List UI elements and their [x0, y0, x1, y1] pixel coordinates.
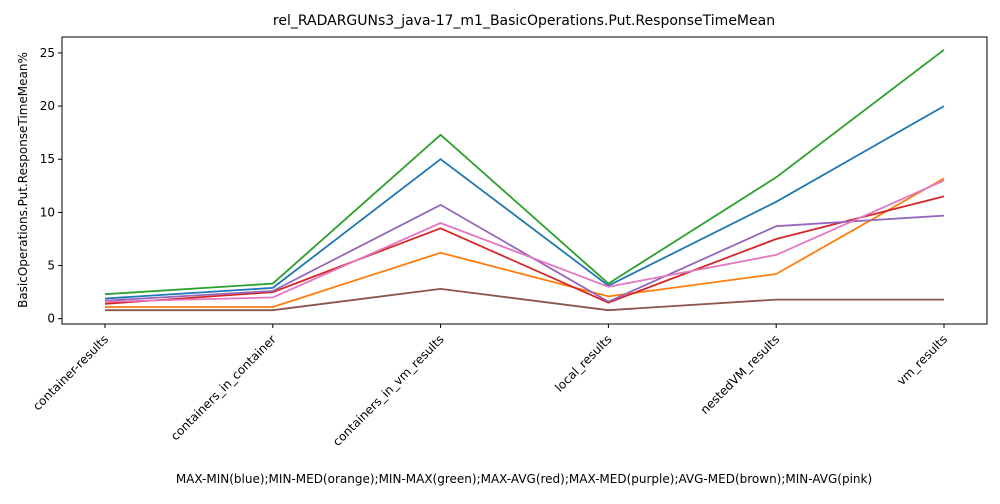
y-tick-label: 5	[47, 259, 55, 273]
x-tick-label: container-results	[30, 332, 111, 413]
x-tick-label: nestedVM_results	[698, 332, 783, 417]
y-axis-label: BasicOperations.Put.ResponseTimeMean%	[16, 52, 30, 308]
y-tick-label: 25	[40, 46, 55, 60]
plot-frame	[61, 36, 988, 325]
x-tick-label: containers_in_container	[168, 332, 279, 443]
y-tick-label: 10	[40, 205, 55, 219]
x-tick-label: local_results	[552, 332, 614, 394]
series-line-1	[105, 177, 945, 308]
y-tick-label: 15	[40, 152, 55, 166]
x-tick-label: containers_in_vm_results	[330, 332, 447, 449]
series-line-3	[104, 195, 945, 305]
y-tick-label: 20	[40, 99, 55, 113]
series-line-4	[104, 203, 945, 303]
plot-area: 0 5 10 15 20 25 container-results containers_in…	[30, 36, 988, 449]
x-axis-label: MAX-MIN(blue);MIN-MED(orange);MIN-MAX(gr…	[176, 472, 872, 486]
series-line-0	[104, 105, 945, 300]
x-tick-label: vm_results	[894, 332, 950, 388]
chart-title: rel_RADARGUNs3_java-17_m1_BasicOperation…	[273, 13, 775, 29]
y-tick-label: 0	[47, 312, 55, 326]
series-line-6	[104, 179, 945, 303]
series-line-2	[104, 49, 945, 296]
series-line-5	[105, 287, 944, 312]
